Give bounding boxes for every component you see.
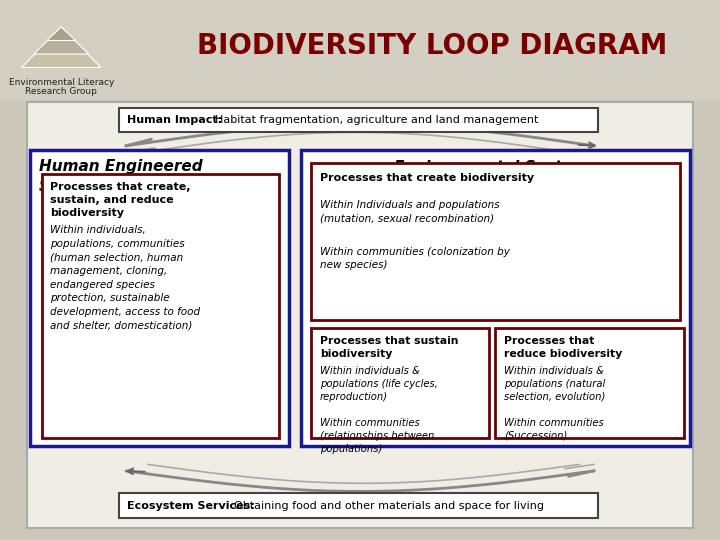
Text: Environmental Literacy: Environmental Literacy [9, 78, 114, 87]
Text: Processes that create biodiversity: Processes that create biodiversity [320, 173, 534, 183]
Bar [311, 163, 680, 320]
Text: Processes that create,
sustain, and reduce
biodiversity: Processes that create, sustain, and redu… [50, 182, 191, 218]
Text: Habitat fragmentation, agriculture and land management: Habitat fragmentation, agriculture and l… [215, 115, 539, 125]
Text: Within individuals,
populations, communities
(human selection, human
management,: Within individuals, populations, communi… [50, 225, 201, 330]
Bar [495, 328, 684, 438]
Text: Within individuals &
populations (natural
selection, evolution)

Within communit: Within individuals & populations (natura… [504, 366, 606, 441]
Text: Environmental Systems: Environmental Systems [394, 160, 597, 176]
Text: Within Individuals and populations
(mutation, sexual recombination): Within Individuals and populations (muta… [320, 200, 499, 223]
Text: Within individuals &
populations (life cycles,
reproduction)

Within communities: Within individuals & populations (life c… [320, 366, 438, 454]
Text: Human Engineered
Systems: Human Engineered Systems [39, 159, 202, 194]
Bar [42, 174, 279, 438]
Text: Within communities (colonization by
new species): Within communities (colonization by new … [320, 247, 510, 270]
Bar [311, 328, 489, 438]
Bar [119, 108, 598, 132]
Polygon shape [34, 27, 89, 54]
Bar [301, 150, 690, 446]
Text: Obtaining food and other materials and space for living: Obtaining food and other materials and s… [234, 501, 544, 511]
Bar [27, 102, 693, 528]
Bar [30, 150, 289, 446]
Bar [119, 493, 598, 518]
Polygon shape [22, 27, 101, 68]
Text: Ecosystem Services:: Ecosystem Services: [127, 501, 255, 511]
Text: Processes that sustain
biodiversity: Processes that sustain biodiversity [320, 336, 458, 359]
Bar [0, 0, 720, 100]
Text: Processes that
reduce biodiversity: Processes that reduce biodiversity [504, 336, 622, 359]
Text: BIODIVERSITY LOOP DIAGRAM: BIODIVERSITY LOOP DIAGRAM [197, 32, 667, 60]
Text: Human Impact:: Human Impact: [127, 115, 222, 125]
Text: Research Group: Research Group [25, 87, 97, 97]
Polygon shape [47, 27, 76, 40]
Bar [0, 100, 720, 540]
